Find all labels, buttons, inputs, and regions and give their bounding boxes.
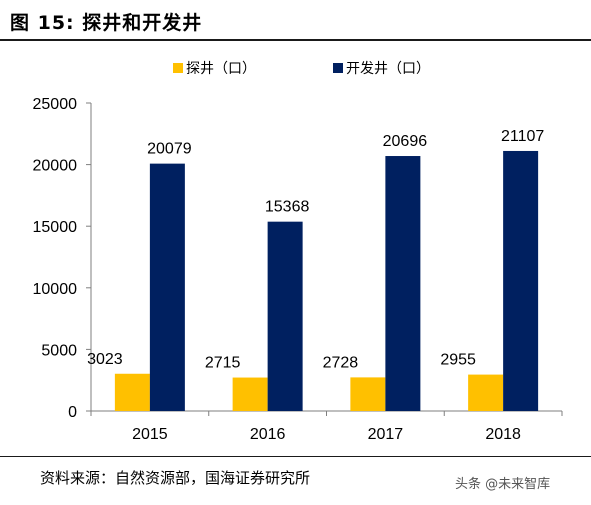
data-label: 2715 — [205, 355, 241, 372]
data-label: 15368 — [265, 199, 310, 216]
bar-development-2015 — [149, 163, 185, 411]
legend-item-exploration: 探井（口） — [173, 58, 256, 78]
bar-exploration-2016 — [232, 377, 268, 411]
figure-header: 图 15: 探井和开发井 — [0, 0, 591, 42]
y-tick-label: 10000 — [33, 281, 78, 298]
bar-development-2018 — [503, 150, 539, 411]
header-rule — [0, 39, 591, 41]
x-tick-label: 2016 — [250, 426, 286, 443]
legend-swatch-exploration — [173, 63, 183, 73]
x-tick-label: 2015 — [132, 426, 168, 443]
y-tick-label: 5000 — [41, 342, 77, 359]
data-label: 20696 — [383, 133, 428, 150]
data-label: 21107 — [501, 128, 544, 145]
data-label: 2728 — [323, 354, 359, 371]
legend-label-exploration: 探井（口） — [186, 61, 256, 77]
bar-exploration-2017 — [350, 377, 386, 411]
data-label: 3023 — [87, 351, 123, 368]
bar-development-2016 — [267, 221, 303, 411]
y-tick-label: 20000 — [33, 158, 78, 175]
footer-rule — [0, 456, 591, 457]
data-label: 20079 — [147, 141, 192, 158]
bar-development-2017 — [385, 156, 421, 411]
watermark: 头条 @未来智库 — [455, 477, 551, 492]
bar-exploration-2015 — [114, 373, 150, 411]
chart-legend: 探井（口） 开发井（口） — [0, 58, 591, 78]
legend-label-development: 开发井（口） — [346, 61, 430, 77]
bar-exploration-2018 — [468, 374, 504, 411]
source-note: 资料来源：自然资源部，国海证券研究所 — [40, 469, 311, 487]
x-tick-label: 2017 — [368, 426, 404, 443]
y-tick-label: 25000 — [33, 96, 78, 113]
legend-item-development: 开发井（口） — [333, 58, 430, 78]
figure-title: 图 15: 探井和开发井 — [10, 12, 203, 34]
data-label: 2955 — [440, 352, 476, 369]
y-tick-label: 0 — [68, 404, 77, 421]
x-tick-label: 2018 — [485, 426, 521, 443]
y-tick-label: 15000 — [33, 219, 78, 236]
legend-swatch-development — [333, 63, 343, 73]
